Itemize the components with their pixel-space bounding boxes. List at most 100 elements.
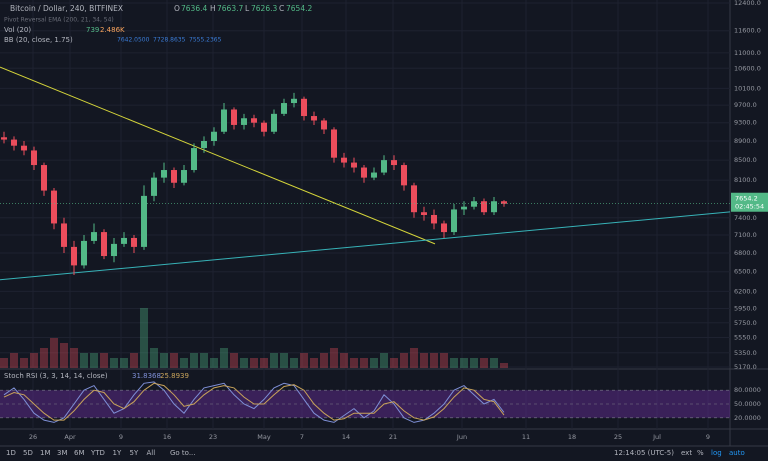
x-tick-label: 14 [342,433,350,441]
h-value: 7663.7 [217,4,243,13]
volume-bar [90,353,98,368]
candle-body [11,139,17,146]
candle-body [361,167,367,178]
volume-bar [420,353,428,368]
range-button[interactable]: 3M [57,449,68,457]
x-tick-label: 23 [209,433,217,441]
y-tick-label: 5950.0 [734,305,757,313]
range-button[interactable]: 5Y [130,449,139,457]
c-label: C [279,4,284,13]
range-button[interactable]: 6M [74,449,85,457]
o-value: 7636.4 [181,4,207,13]
volume-bar [500,363,508,368]
candle-body [241,118,247,125]
candle-body [261,122,267,132]
percent[interactable]: % [697,449,704,457]
vol-ma: 2.486K [100,26,125,34]
y-tick-label: 11000.0 [734,49,761,57]
volume-bar [70,348,78,368]
volume-bar [380,353,388,368]
x-tick-label: 11 [522,433,530,441]
volume-bar [440,353,448,368]
stoch-tick-label: 50.0000 [734,400,761,408]
candle-body [331,129,337,158]
goto[interactable]: Go to... [170,449,196,457]
volume-bar [430,353,438,368]
y-tick-label: 8100.0 [734,176,757,184]
auto[interactable]: auto [729,449,745,457]
log[interactable]: log [711,449,722,457]
candle-body [101,232,107,257]
candle-body [341,157,347,163]
volume-bar [490,358,498,368]
indicator-stoch[interactable]: Stoch RSI (3, 3, 14, 14, close) [4,372,108,380]
candle-body [151,177,157,196]
candle-body [451,209,457,233]
range-button[interactable]: 1D [6,449,16,457]
volume-bar [0,358,8,368]
volume-bar [60,343,68,368]
x-tick-label: 9 [119,433,123,441]
candle-body [421,212,427,215]
volume-bar [230,353,238,368]
volume-bar [120,358,128,368]
candle-body [311,116,317,121]
candle-body [71,246,77,266]
y-tick-label: 6200.0 [734,287,757,295]
stoch-d: 25.8939 [160,372,189,380]
bb-lower: 7555.2365 [189,37,222,44]
volume-bar [300,353,308,368]
volume-bar [470,358,478,368]
candle-body [281,103,287,114]
volume-bar [260,358,268,368]
volume-bar [280,353,288,368]
volume-bar [160,353,168,368]
candle-body [401,165,407,186]
countdown: 02:45:54 [735,203,764,211]
volume-bar [40,348,48,368]
volume-bar [170,353,178,368]
range-button[interactable]: 1M [40,449,51,457]
stoch-tick-label: 80.0000 [734,386,761,394]
x-tick-label: 9 [706,433,710,441]
ext[interactable]: ext [681,449,692,457]
candle-body [411,185,417,213]
last-price: 7654.2 [735,195,758,203]
volume-bar [360,358,368,368]
range-button[interactable]: YTD [90,449,105,457]
volume-bar [480,358,488,368]
vol-value: 739 [86,26,99,34]
y-tick-label: 5750.0 [734,319,757,327]
candle-body [291,98,297,104]
range-button[interactable]: 5D [23,449,33,457]
volume-bar [460,358,468,368]
indicator-pivot[interactable]: Pivot Reversal EMA (200, 21, 34, 54) [4,17,114,24]
candle-body [141,195,147,247]
volume-bar [270,353,278,368]
candle-body [441,223,447,233]
indicator-vol[interactable]: Vol (20) [4,26,31,34]
candle-body [121,237,127,244]
candle-body [81,240,87,266]
indicator-bb[interactable]: BB (20, close, 1.75) [4,36,73,44]
candle-body [481,201,487,213]
stoch-tick-label: 20.0000 [734,414,761,422]
stoch-line [3,381,505,423]
volume-bar [370,358,378,368]
symbol[interactable]: Bitcoin / Dollar, 240, BITFINEX [10,4,123,13]
range-button[interactable]: 1Y [113,449,122,457]
candle-body [1,137,7,140]
volume-bar [30,353,38,368]
x-tick-label: 18 [568,433,576,441]
x-tick-label: 26 [29,433,37,441]
x-tick-label: May [257,433,271,441]
volume-bar [10,353,18,368]
volume-bar [310,358,318,368]
candle-body [501,201,507,204]
candle-body [371,172,377,178]
volume-bar [340,353,348,368]
candle-body [51,190,57,224]
candle-body [351,162,357,168]
volume-bar [450,358,458,368]
range-button[interactable]: All [147,449,156,457]
